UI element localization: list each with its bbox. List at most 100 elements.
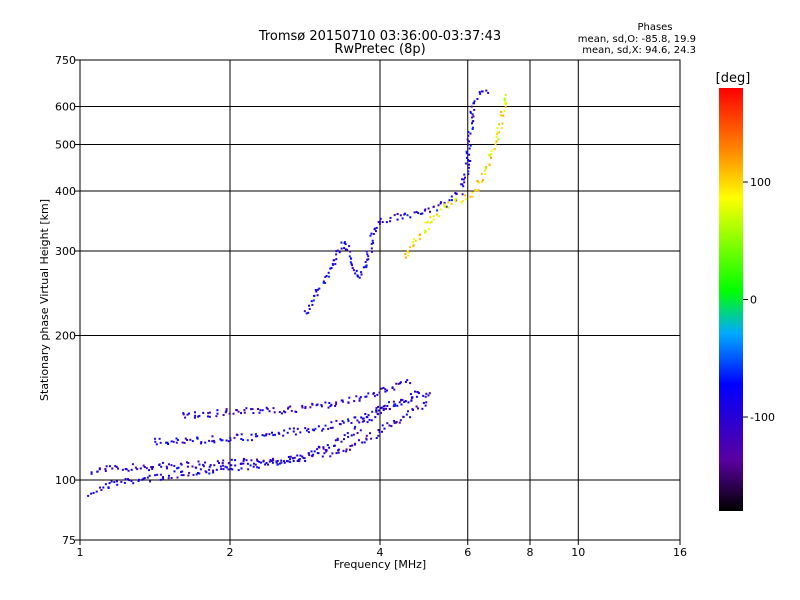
- data-point: [463, 181, 466, 184]
- data-point: [360, 416, 363, 419]
- data-point: [396, 213, 399, 215]
- data-point: [121, 468, 124, 471]
- data-point: [189, 438, 192, 441]
- data-point: [372, 233, 375, 235]
- data-point: [165, 441, 168, 444]
- data-point: [351, 267, 354, 269]
- data-point: [148, 469, 150, 472]
- data-point: [365, 416, 368, 418]
- data-point: [173, 470, 176, 473]
- data-point: [251, 439, 253, 442]
- data-point: [464, 162, 467, 165]
- data-point: [219, 465, 222, 468]
- data-point: [429, 210, 431, 213]
- data-point: [276, 463, 279, 466]
- data-point: [272, 407, 275, 410]
- data-point: [297, 458, 300, 461]
- data-point: [395, 420, 398, 423]
- data-point: [99, 486, 101, 489]
- data-point: [409, 393, 412, 396]
- data-point: [401, 398, 404, 401]
- data-point: [296, 427, 299, 430]
- data-point: [454, 200, 457, 203]
- data-point: [317, 445, 320, 448]
- data-point: [476, 98, 479, 100]
- data-point: [258, 411, 261, 414]
- data-point: [187, 474, 190, 477]
- data-point: [337, 448, 340, 451]
- data-point: [131, 463, 134, 466]
- data-point: [358, 399, 361, 402]
- data-point: [90, 472, 93, 475]
- data-point: [348, 255, 351, 258]
- data-point: [367, 414, 370, 417]
- data-point: [335, 419, 338, 422]
- data-point: [197, 472, 199, 474]
- data-point: [299, 431, 302, 434]
- y-axis-ticks: 75 100 200 300 400 500 600 750: [55, 54, 80, 547]
- data-point: [332, 264, 335, 266]
- data-point: [225, 409, 228, 412]
- data-point: [353, 400, 356, 403]
- data-point: [256, 460, 259, 462]
- data-point: [292, 460, 295, 462]
- data-point: [373, 227, 376, 230]
- data-point: [329, 455, 332, 458]
- data-point: [265, 462, 268, 464]
- data-point: [370, 247, 373, 250]
- data-point: [179, 462, 182, 465]
- data-point: [356, 432, 359, 434]
- data-point: [220, 439, 223, 442]
- data-point: [406, 250, 409, 253]
- data-point: [208, 472, 211, 475]
- data-point: [342, 421, 345, 424]
- data-point: [328, 446, 331, 449]
- data-point: [276, 459, 279, 462]
- data-point: [95, 490, 98, 493]
- y-tick-label: 100: [55, 474, 76, 487]
- data-point: [376, 393, 379, 396]
- data-point: [114, 465, 117, 468]
- data-point: [221, 462, 224, 464]
- data-point: [482, 179, 484, 182]
- data-point: [503, 110, 506, 113]
- data-point: [399, 419, 402, 422]
- y-tick-label: 400: [55, 185, 76, 198]
- data-point: [475, 189, 478, 192]
- data-point: [188, 412, 190, 415]
- data-point: [160, 465, 163, 468]
- data-point: [505, 103, 507, 106]
- x-tick-label: 10: [571, 546, 585, 559]
- x-tick-label: 6: [464, 546, 471, 559]
- data-point: [382, 405, 385, 408]
- data-point: [202, 411, 205, 414]
- data-point: [330, 267, 333, 269]
- phase-stats-x-mode: mean, sd,X: 94.6, 24.3: [582, 45, 696, 56]
- data-point: [444, 205, 447, 208]
- data-point: [365, 395, 368, 398]
- data-point: [386, 389, 388, 392]
- data-point: [301, 406, 304, 409]
- data-point: [341, 399, 344, 402]
- data-point: [373, 395, 376, 398]
- data-point: [194, 414, 197, 417]
- data-point: [471, 116, 473, 119]
- data-point: [477, 181, 480, 184]
- data-point: [370, 419, 373, 422]
- data-point: [230, 464, 233, 467]
- data-point: [336, 437, 339, 440]
- data-point: [242, 439, 245, 441]
- data-point: [383, 404, 386, 407]
- data-point: [421, 212, 424, 215]
- data-point: [348, 245, 351, 248]
- data-point: [375, 226, 378, 229]
- data-point: [243, 409, 246, 412]
- data-point: [393, 214, 396, 217]
- data-point: [483, 169, 486, 172]
- data-point: [424, 395, 427, 398]
- data-point: [500, 110, 503, 113]
- y-tick-label: 300: [55, 245, 76, 258]
- data-point: [355, 269, 358, 272]
- data-point: [182, 474, 185, 477]
